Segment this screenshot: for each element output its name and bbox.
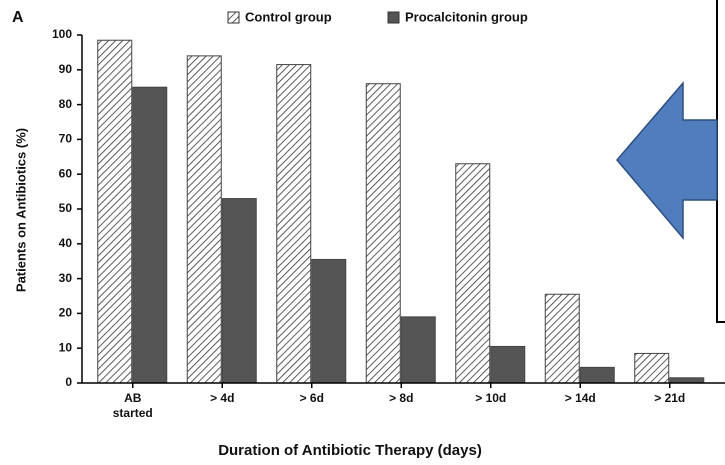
- y-tick-label: 40: [59, 236, 73, 250]
- bar: [365, 83, 401, 384]
- y-tick-label: 90: [59, 62, 73, 76]
- y-tick-label: 20: [59, 306, 73, 320]
- y-axis-label: Patients on Antibiotics (%): [13, 128, 28, 292]
- x-tick-label: > 21d: [654, 391, 686, 405]
- panel-label: A: [12, 9, 24, 26]
- x-tick-label: > 10d: [475, 391, 507, 405]
- x-tick-label: > 14d: [564, 391, 596, 405]
- arrow: [616, 80, 718, 241]
- x-axis-label: Duration of Antibiotic Therapy (days): [218, 442, 482, 459]
- bar: [221, 198, 257, 384]
- bar: [311, 258, 347, 384]
- y-tick-label: 50: [59, 201, 73, 215]
- x-tick-label: AB started: [112, 391, 153, 420]
- y-tick-label: 0: [65, 375, 72, 389]
- legend-label: Control group: [245, 9, 332, 24]
- bar: [400, 316, 436, 384]
- y-tick-label: 100: [52, 27, 72, 41]
- bar: [490, 345, 526, 384]
- bar: [544, 293, 580, 384]
- box: [716, 0, 725, 323]
- bar: [579, 366, 615, 384]
- bar: [276, 64, 312, 384]
- bar: [97, 39, 133, 384]
- x-tick-label: > 6d: [299, 391, 324, 405]
- bar: [669, 377, 705, 384]
- legend-label: Procalcitonin group: [405, 9, 528, 24]
- y-tick-label: 60: [59, 166, 73, 180]
- y-tick-label: 30: [59, 271, 73, 285]
- bar: [186, 55, 222, 384]
- x-tick-label: > 8d: [389, 391, 414, 405]
- legend-swatch: [387, 11, 400, 24]
- legend-swatch: [227, 11, 240, 24]
- y-tick-label: 70: [59, 132, 73, 146]
- bar: [634, 352, 670, 384]
- bar: [455, 163, 491, 384]
- x-tick-label: > 4d: [210, 391, 235, 405]
- y-tick-label: 10: [59, 340, 73, 354]
- bar: [132, 86, 168, 384]
- y-tick-label: 80: [59, 97, 73, 111]
